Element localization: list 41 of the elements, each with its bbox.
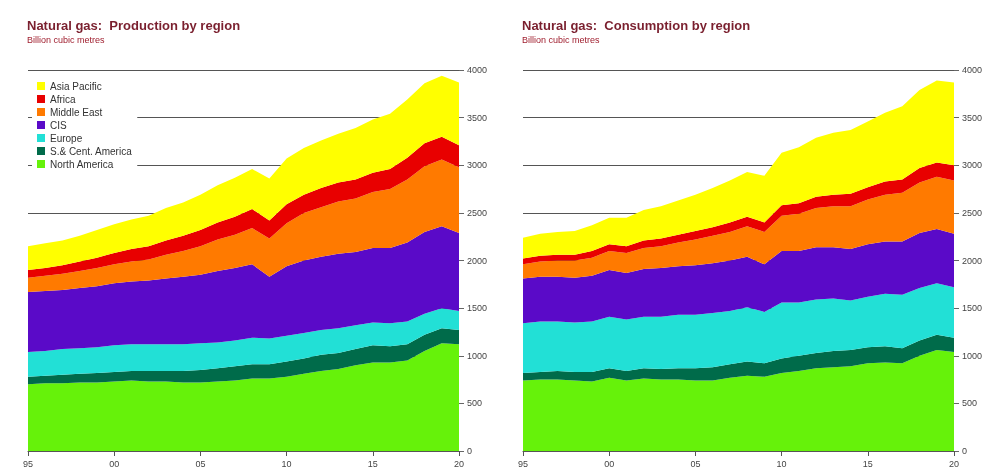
- y-tick-label: 1500: [467, 303, 488, 314]
- y-tick-label: 3000: [962, 160, 983, 171]
- legend-label: S.& Cent. America: [50, 145, 133, 157]
- x-tick-label: 00: [109, 458, 120, 469]
- y-tick-label: 2500: [467, 207, 488, 218]
- legend-label: Asia Pacific: [50, 80, 102, 92]
- y-tick-label: 1000: [962, 350, 983, 361]
- y-tick-label: 1000: [467, 350, 488, 361]
- y-tick-label: 2000: [467, 255, 488, 266]
- chart-subtitle: Billion cubic metres: [522, 34, 601, 45]
- y-tick-label: 3500: [467, 112, 488, 123]
- x-tick-label: 15: [367, 458, 378, 469]
- chart-subtitle: Billion cubic metres: [27, 34, 106, 45]
- x-tick-label: 15: [862, 458, 873, 469]
- x-tick-label: 20: [948, 458, 960, 469]
- x-tick-label: 05: [690, 458, 701, 469]
- y-tick-label: 500: [962, 398, 978, 409]
- legend-label: CIS: [50, 119, 67, 131]
- x-tick-label: 10: [776, 458, 787, 469]
- y-tick-label: 0: [467, 446, 473, 456]
- y-tick-label: 2500: [962, 207, 983, 218]
- chart-title: Natural gas: Consumption by region: [522, 18, 751, 33]
- legend-label: Middle East: [50, 106, 103, 118]
- y-tick-label: 2000: [962, 255, 983, 266]
- x-tick-label: 95: [517, 458, 529, 469]
- y-tick-label: 3000: [467, 160, 488, 171]
- x-tick-label: 05: [195, 458, 206, 469]
- y-tick-label: 0: [962, 446, 968, 456]
- legend-label: Africa: [50, 93, 76, 105]
- y-tick-label: 500: [467, 398, 483, 409]
- x-tick-label: 10: [281, 458, 292, 469]
- legend-label: North America: [50, 158, 114, 170]
- x-tick-label: 00: [604, 458, 615, 469]
- y-tick-label: 4000: [962, 65, 983, 75]
- chart-title: Natural gas: Production by region: [27, 18, 241, 33]
- x-tick-label: 20: [453, 458, 465, 469]
- y-tick-label: 1500: [962, 303, 983, 314]
- legend-label: Europe: [50, 132, 83, 144]
- y-tick-label: 4000: [467, 65, 488, 75]
- y-tick-label: 3500: [962, 112, 983, 123]
- x-tick-label: 95: [22, 458, 34, 469]
